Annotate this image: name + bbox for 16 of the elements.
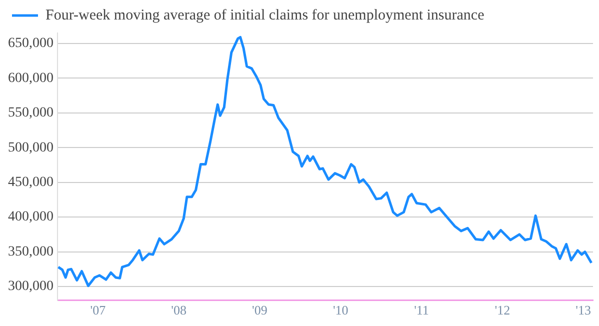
x-tick-label: '10: [332, 302, 348, 318]
x-tick-label: '09: [252, 302, 268, 318]
x-tick-label: '07: [90, 302, 106, 318]
y-tick-label: 600,000: [8, 70, 54, 86]
x-tick-label: '11: [414, 302, 429, 318]
y-tick-label: 500,000: [8, 140, 54, 156]
legend-label: Four-week moving average of initial claims for unemployment insurance: [46, 7, 485, 24]
y-tick-label: 400,000: [8, 210, 54, 225]
y-tick-label: 300,000: [8, 279, 54, 294]
x-tick-label: '08: [171, 302, 187, 318]
y-tick-label: 350,000: [8, 244, 54, 260]
y-tick-label: 450,000: [8, 175, 54, 190]
x-tick-label: '13: [576, 302, 591, 318]
y-tick-label: 650,000: [8, 36, 54, 52]
y-tick-label: 550,000: [8, 106, 54, 121]
x-tick-label: '12: [494, 302, 510, 318]
